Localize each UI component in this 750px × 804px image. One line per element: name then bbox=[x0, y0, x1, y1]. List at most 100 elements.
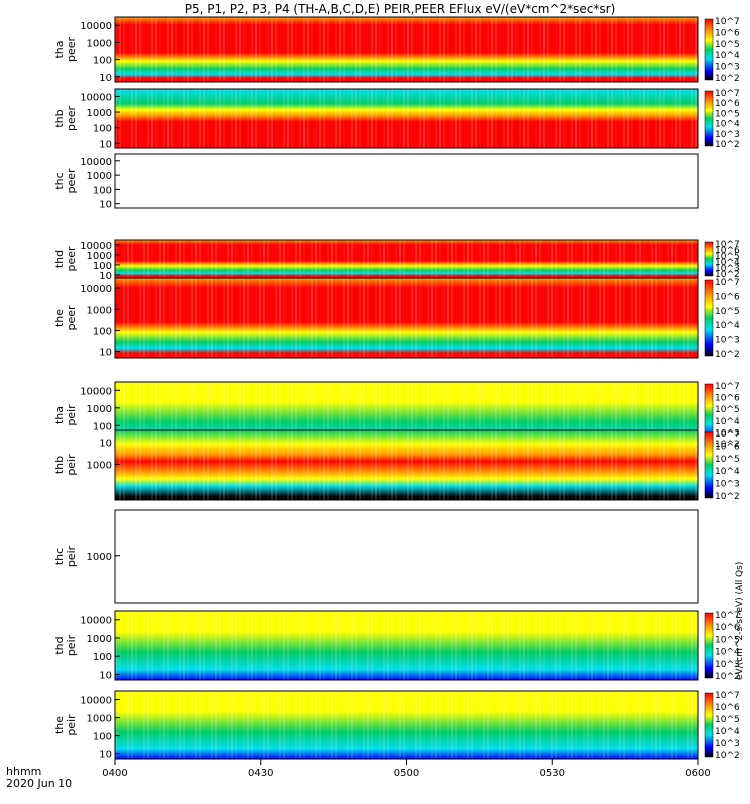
panel-texture-stripe bbox=[399, 430, 401, 500]
panel-texture-stripe bbox=[191, 89, 193, 148]
panel-texture-stripe bbox=[255, 17, 257, 82]
panel-texture-stripe bbox=[603, 278, 605, 358]
panel-texture-stripe bbox=[131, 430, 133, 500]
colorbar-tick-label: 10^7 bbox=[715, 17, 740, 27]
panel-texture-stripe bbox=[123, 382, 125, 448]
panel-texture-stripe bbox=[331, 611, 333, 680]
panel-texture-stripe bbox=[495, 611, 497, 680]
panel-texture-stripe bbox=[483, 691, 485, 759]
panel-texture-stripe bbox=[343, 240, 345, 278]
panel-texture-stripe bbox=[299, 430, 301, 500]
panel-texture-stripe bbox=[327, 17, 329, 82]
panel-texture-stripe bbox=[123, 691, 125, 759]
panel-texture-stripe bbox=[195, 89, 197, 148]
panel-texture-stripe bbox=[567, 611, 569, 680]
panel-texture-stripe bbox=[435, 691, 437, 759]
colorbar-tick-label: 10^6 bbox=[715, 99, 740, 109]
panel-texture-stripe bbox=[607, 278, 609, 358]
panel-texture-stripe bbox=[607, 240, 609, 278]
panel-texture-stripe bbox=[583, 278, 585, 358]
panel-texture-stripe bbox=[499, 430, 501, 500]
panel-texture-stripe bbox=[223, 691, 225, 759]
panel-texture-stripe bbox=[375, 17, 377, 82]
panel-texture-stripe bbox=[299, 691, 301, 759]
panel-texture-stripe bbox=[331, 240, 333, 278]
panel-texture-stripe bbox=[583, 240, 585, 278]
panel-texture-stripe bbox=[567, 240, 569, 278]
panel-texture-stripe bbox=[583, 17, 585, 82]
panel-texture-stripe bbox=[135, 611, 137, 680]
panel-texture-stripe bbox=[415, 240, 417, 278]
panel-texture-stripe bbox=[219, 691, 221, 759]
panel-texture-stripe bbox=[407, 430, 409, 500]
panel-texture-stripe bbox=[539, 17, 541, 82]
panel-texture-stripe bbox=[567, 278, 569, 358]
panel-texture-stripe bbox=[115, 240, 117, 278]
panel-texture-stripe bbox=[343, 89, 345, 148]
panel-texture-stripe bbox=[155, 240, 157, 278]
panel-texture-stripe bbox=[667, 240, 669, 278]
panel-texture-stripe bbox=[507, 17, 509, 82]
panel-texture-stripe bbox=[383, 611, 385, 680]
panel-texture-stripe bbox=[451, 89, 453, 148]
panel-texture-stripe bbox=[395, 240, 397, 278]
panel-texture-stripe bbox=[335, 17, 337, 82]
panel-texture-stripe bbox=[339, 691, 341, 759]
panel-texture-stripe bbox=[167, 430, 169, 500]
panel-texture-stripe bbox=[367, 430, 369, 500]
panel-texture-stripe bbox=[327, 691, 329, 759]
panel-texture-stripe bbox=[599, 430, 601, 500]
panel-texture-stripe bbox=[639, 430, 641, 500]
panel-texture-stripe bbox=[271, 691, 273, 759]
panel-texture-stripe bbox=[519, 240, 521, 278]
panel-texture-stripe bbox=[563, 382, 565, 448]
panel-texture-stripe bbox=[183, 89, 185, 148]
panel-texture-stripe bbox=[363, 17, 365, 82]
panel-texture-stripe bbox=[279, 17, 281, 82]
panel-texture-stripe bbox=[223, 430, 225, 500]
panel-texture-stripe bbox=[419, 278, 421, 358]
panel-texture-stripe bbox=[547, 89, 549, 148]
panel-texture-stripe bbox=[351, 611, 353, 680]
panel-texture-stripe bbox=[355, 17, 357, 82]
y-tick-label: 1000 bbox=[87, 38, 112, 49]
panel-texture-stripe bbox=[483, 17, 485, 82]
panel-texture-stripe bbox=[255, 278, 257, 358]
panel-texture-stripe bbox=[443, 89, 445, 148]
panel-texture-stripe bbox=[623, 278, 625, 358]
panel-texture-stripe bbox=[679, 17, 681, 82]
panel-texture-stripe bbox=[611, 89, 613, 148]
panel-texture-stripe bbox=[559, 278, 561, 358]
panel-texture-stripe bbox=[443, 17, 445, 82]
panel-texture-stripe bbox=[407, 278, 409, 358]
panel-texture-stripe bbox=[415, 89, 417, 148]
panel-texture-stripe bbox=[439, 278, 441, 358]
panel-texture-stripe bbox=[447, 17, 449, 82]
panel-texture-stripe bbox=[511, 430, 513, 500]
panel-texture-stripe bbox=[535, 17, 537, 82]
panel-texture-stripe bbox=[395, 382, 397, 448]
panel-texture-stripe bbox=[251, 430, 253, 500]
panel-texture-stripe bbox=[651, 691, 653, 759]
panel-texture-stripe bbox=[599, 89, 601, 148]
panel-texture-stripe bbox=[391, 611, 393, 680]
panel-texture-stripe bbox=[671, 89, 673, 148]
panel-texture-stripe bbox=[519, 382, 521, 448]
panel-texture-stripe bbox=[159, 278, 161, 358]
panel-texture-stripe bbox=[551, 89, 553, 148]
panel-texture-stripe bbox=[571, 611, 573, 680]
panel-texture-stripe bbox=[311, 382, 313, 448]
panel-texture-stripe bbox=[623, 240, 625, 278]
panel-texture-stripe bbox=[423, 611, 425, 680]
panel-texture-stripe bbox=[115, 691, 117, 759]
panel-texture-stripe bbox=[527, 430, 529, 500]
panel-texture-stripe bbox=[239, 89, 241, 148]
panel-texture-stripe bbox=[543, 430, 545, 500]
panel-texture-stripe bbox=[515, 278, 517, 358]
panel-texture-stripe bbox=[215, 240, 217, 278]
panel-texture-stripe bbox=[287, 691, 289, 759]
panel-texture-stripe bbox=[267, 691, 269, 759]
panel-texture-stripe bbox=[459, 17, 461, 82]
colorbar-tick-label: 10^7 bbox=[715, 430, 740, 440]
panel-texture-stripe bbox=[139, 430, 141, 500]
